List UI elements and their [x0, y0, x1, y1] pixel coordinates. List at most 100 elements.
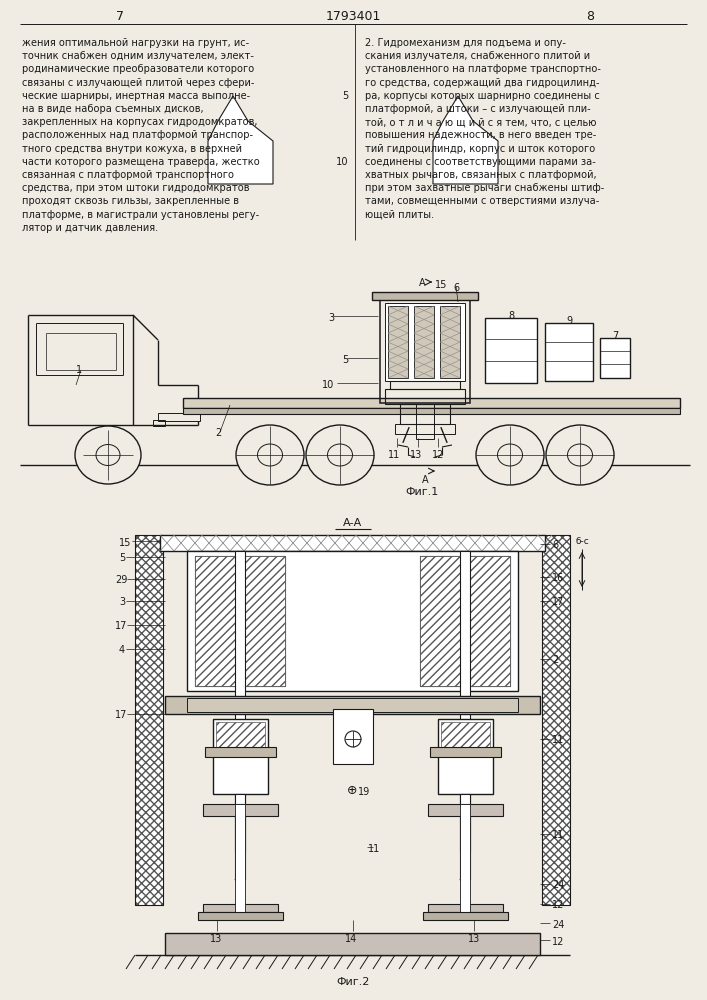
- Text: 3: 3: [119, 597, 125, 607]
- Bar: [600, 338, 630, 378]
- Text: 16: 16: [552, 573, 564, 583]
- Text: ческие шарниры, инертная масса выполне-: ческие шарниры, инертная масса выполне-: [22, 91, 250, 101]
- Text: ющей плиты.: ющей плиты.: [365, 210, 434, 220]
- Text: 6: 6: [453, 283, 459, 293]
- Bar: [390, 381, 460, 389]
- Ellipse shape: [476, 425, 544, 485]
- Text: платформой, а штоки – с излучающей пли-: платформой, а штоки – с излучающей пли-: [365, 104, 591, 114]
- Text: А-А: А-А: [344, 518, 363, 528]
- Text: установленного на платформе транспортно-: установленного на платформе транспортно-: [365, 64, 601, 74]
- Bar: [183, 398, 680, 408]
- Text: 9: 9: [566, 316, 572, 326]
- Text: 2: 2: [215, 428, 221, 438]
- Text: связанная с платформой транспортного: связанная с платформой транспортного: [22, 170, 234, 180]
- Text: б-с: б-с: [576, 537, 590, 546]
- Bar: [165, 696, 540, 714]
- Bar: [423, 912, 508, 920]
- Text: повышения надежности, в него введен тре-: повышения надежности, в него введен тре-: [365, 130, 597, 140]
- Bar: [395, 424, 455, 434]
- Bar: [235, 794, 245, 879]
- Text: 4: 4: [119, 645, 125, 655]
- Text: 24: 24: [552, 880, 564, 890]
- Polygon shape: [208, 96, 273, 184]
- Text: 14: 14: [345, 934, 357, 944]
- Bar: [187, 698, 518, 712]
- Bar: [542, 535, 570, 905]
- Text: 3: 3: [328, 313, 334, 323]
- Bar: [135, 535, 163, 905]
- Ellipse shape: [96, 444, 120, 466]
- Text: 15: 15: [435, 280, 448, 290]
- Bar: [203, 904, 278, 912]
- Bar: [380, 298, 470, 403]
- Bar: [187, 551, 518, 691]
- Text: той, о т л и ч а ю щ и й с я тем, что, с целью: той, о т л и ч а ю щ и й с я тем, что, с…: [365, 117, 597, 127]
- Bar: [388, 306, 408, 378]
- Bar: [385, 389, 465, 404]
- Text: A: A: [419, 278, 426, 288]
- Bar: [430, 747, 501, 757]
- Text: 7: 7: [116, 9, 124, 22]
- Bar: [460, 804, 470, 912]
- Bar: [213, 719, 268, 794]
- Text: Фиг.2: Фиг.2: [337, 977, 370, 987]
- Text: тного средства внутри кожуха, в верхней: тного средства внутри кожуха, в верхней: [22, 144, 242, 154]
- Text: родинамические преобразователи которого: родинамические преобразователи которого: [22, 64, 255, 74]
- Text: 10: 10: [322, 380, 334, 390]
- Text: 17: 17: [115, 621, 127, 631]
- Text: 5: 5: [119, 553, 125, 563]
- Ellipse shape: [546, 425, 614, 485]
- Bar: [428, 804, 503, 816]
- Bar: [235, 551, 245, 851]
- Text: при этом захватные рычаги снабжены штиф-: при этом захватные рычаги снабжены штиф-: [365, 183, 604, 193]
- Text: 12: 12: [432, 450, 445, 460]
- Text: 5: 5: [341, 91, 348, 101]
- Text: 1793401: 1793401: [325, 9, 380, 22]
- Text: Фиг.1: Фиг.1: [405, 487, 438, 497]
- Bar: [333, 709, 373, 764]
- Text: 19: 19: [358, 787, 370, 797]
- Text: 15: 15: [119, 538, 132, 548]
- Bar: [165, 933, 540, 955]
- Bar: [460, 794, 470, 879]
- Text: 17: 17: [115, 710, 127, 720]
- Text: го средства, содержащий два гидроцилинд-: го средства, содержащий два гидроцилинд-: [365, 78, 600, 88]
- Text: A: A: [421, 475, 428, 485]
- Text: платформе, в магистрали установлены регу-: платформе, в магистрали установлены регу…: [22, 210, 259, 220]
- Text: 24: 24: [552, 920, 564, 930]
- Text: 13: 13: [468, 934, 480, 944]
- Text: 11: 11: [552, 830, 564, 840]
- Ellipse shape: [75, 426, 141, 484]
- Text: тами, совмещенными с отверстиями излуча-: тами, совмещенными с отверстиями излуча-: [365, 196, 600, 206]
- Bar: [420, 556, 510, 686]
- Text: закрепленных на корпусах гидродомкратов,: закрепленных на корпусах гидродомкратов,: [22, 117, 257, 127]
- Text: 1: 1: [76, 365, 82, 375]
- Text: 12: 12: [552, 937, 564, 947]
- Text: скания излучателя, снабженного плитой и: скания излучателя, снабженного плитой и: [365, 51, 590, 61]
- Text: 6: 6: [552, 540, 558, 550]
- Text: расположенных над платформой транспор-: расположенных над платформой транспор-: [22, 130, 253, 140]
- Text: проходят сквозь гильзы, закрепленные в: проходят сквозь гильзы, закрепленные в: [22, 196, 239, 206]
- Bar: [235, 804, 245, 912]
- Text: точник снабжен одним излучателем, элект-: точник снабжен одним излучателем, элект-: [22, 51, 254, 61]
- Bar: [153, 420, 165, 426]
- Text: хватных рычагов, связанных с платформой,: хватных рычагов, связанных с платформой,: [365, 170, 597, 180]
- Ellipse shape: [306, 425, 374, 485]
- Bar: [428, 904, 503, 912]
- Bar: [545, 323, 593, 381]
- Bar: [160, 535, 545, 551]
- Text: 11: 11: [368, 844, 380, 854]
- Text: 13: 13: [410, 450, 422, 460]
- Text: на в виде набора съемных дисков,: на в виде набора съемных дисков,: [22, 104, 204, 114]
- Text: связаны с излучающей плитой через сфери-: связаны с излучающей плитой через сфери-: [22, 78, 255, 88]
- Text: ⊕: ⊕: [347, 784, 358, 797]
- Bar: [414, 306, 434, 378]
- Bar: [485, 318, 537, 383]
- Text: соединены с соответствующими парами за-: соединены с соответствующими парами за-: [365, 157, 596, 167]
- Bar: [441, 722, 490, 752]
- Text: 12: 12: [552, 900, 564, 910]
- Bar: [195, 556, 285, 686]
- Text: 11: 11: [552, 735, 564, 745]
- Text: 10: 10: [335, 157, 348, 167]
- Bar: [460, 551, 470, 851]
